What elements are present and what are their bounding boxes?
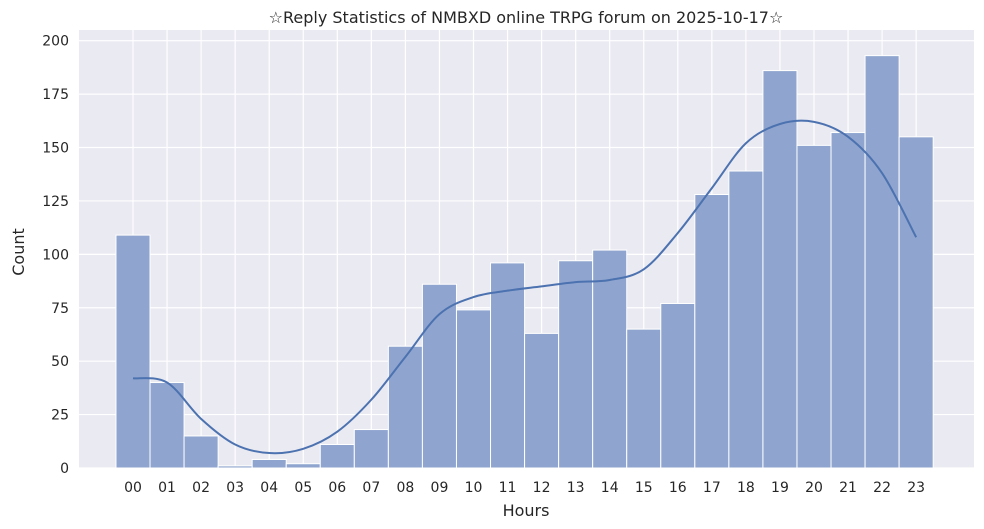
x-tick-label: 23: [907, 480, 925, 496]
bar-hour-08: [387, 345, 423, 469]
chart-title: ☆Reply Statistics of NMBXD online TRPG f…: [269, 8, 784, 27]
bar-hour-17: [694, 194, 730, 469]
y-axis-label: Count: [9, 228, 28, 276]
bars: [115, 55, 934, 469]
y-tick-label: 50: [51, 354, 69, 370]
x-tick-label: 12: [533, 480, 551, 496]
bar-hour-10: [455, 309, 492, 469]
x-tick-label: 14: [601, 480, 619, 496]
y-tick-label: 0: [60, 461, 69, 477]
x-tick-label: 15: [635, 480, 653, 496]
x-tick-label: 18: [737, 480, 755, 496]
bar-hour-23: [898, 136, 934, 469]
y-tick-label: 25: [51, 408, 69, 424]
bar-hour-22: [864, 55, 900, 469]
bar-hour-02: [183, 435, 219, 469]
bar-hour-04: [251, 458, 287, 469]
y-tick-label: 125: [42, 194, 69, 210]
y-tick-label: 175: [42, 87, 69, 103]
x-tick-label: 13: [567, 480, 585, 496]
bar-hour-16: [660, 302, 696, 469]
x-tick-label: 07: [362, 480, 380, 496]
bar-hour-14: [592, 249, 628, 469]
bar-hour-13: [558, 260, 594, 469]
x-tick-label: 01: [158, 480, 176, 496]
bar-hour-03: [217, 465, 253, 469]
x-tick-label: 05: [294, 480, 312, 496]
bar-hour-21: [830, 132, 866, 469]
x-tick-label: 04: [260, 480, 278, 496]
x-tick-label: 03: [226, 480, 244, 496]
x-tick-label: 20: [805, 480, 823, 496]
x-tick-label: 11: [499, 480, 517, 496]
x-tick-label: 06: [328, 480, 346, 496]
y-tick-label: 75: [51, 301, 69, 317]
bar-hour-09: [421, 283, 457, 469]
bar-hour-07: [353, 429, 389, 469]
bar-hour-20: [796, 144, 832, 469]
bar-hour-00: [115, 234, 151, 469]
bar-hour-05: [285, 463, 321, 469]
x-tick-label: 10: [465, 480, 483, 496]
x-tick-label: 17: [703, 480, 721, 496]
x-tick-label: 22: [873, 480, 891, 496]
kde-line: [132, 119, 918, 455]
bar-hour-12: [524, 332, 560, 469]
bar-hour-18: [728, 170, 764, 469]
x-tick-label: 02: [192, 480, 210, 496]
bar-hour-19: [762, 70, 798, 469]
bar-hour-01: [149, 382, 185, 469]
x-tick-label: 21: [839, 480, 857, 496]
bar-hour-11: [490, 262, 526, 469]
x-tick-label: 16: [669, 480, 687, 496]
x-tick-label: 00: [124, 480, 142, 496]
x-axis-label: Hours: [503, 501, 550, 520]
y-tick-label: 150: [42, 141, 69, 157]
bar-hour-15: [626, 328, 662, 469]
y-tick-label: 200: [42, 34, 69, 50]
y-tick-labels: 0 25 50 75 100 125 150 175 200: [42, 34, 69, 477]
x-tick-label: 09: [431, 480, 449, 496]
bar-hour-06: [319, 443, 355, 469]
x-tick-label: 19: [771, 480, 789, 496]
y-tick-label: 100: [42, 247, 69, 263]
x-tick-labels: 00 01 02 03 04 05 06 07 08 09 10 11 12 13 14 15 16 17 18 19…: [124, 480, 925, 496]
x-tick-label: 08: [396, 480, 414, 496]
